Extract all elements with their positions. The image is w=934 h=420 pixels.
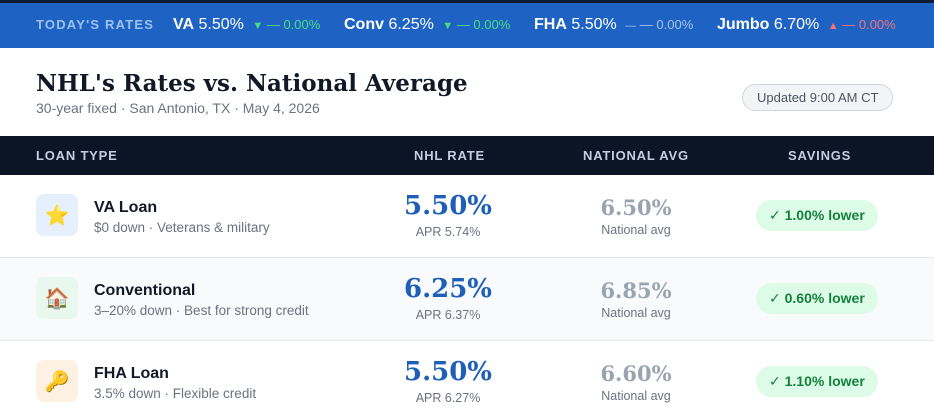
table-row[interactable]: 🔑 FHA Loan 3.5% down · Flexible credit 5… [0, 341, 934, 420]
ticker-item-jumbo[interactable]: Jumbo 6.70% ▲ — 0.00% [717, 16, 896, 34]
table-row[interactable]: 🏠 Conventional 3–20% down · Best for str… [0, 258, 934, 341]
ticker-label: TODAY'S RATES [36, 17, 155, 32]
flat-dash-icon: — [625, 20, 637, 32]
ticker-name: VA [173, 16, 195, 33]
ticker-rate: 5.50% [571, 16, 617, 33]
column-header-national-avg: NATIONAL AVG [583, 148, 689, 163]
column-header-nhl-rate: NHL RATE [414, 148, 485, 163]
loan-name: VA Loan [94, 199, 158, 216]
down-arrow-icon: ▼ [252, 20, 264, 32]
savings-badge: ✓ 1.10% lower [756, 366, 878, 397]
up-arrow-icon: ▲ [827, 20, 839, 32]
savings-badge: ✓ 1.00% lower [756, 200, 878, 231]
ticker-change: — 0.00% [842, 17, 896, 32]
ticker-name: FHA [534, 16, 567, 33]
ticker-item-fha[interactable]: FHA 5.50% — — 0.00% [534, 16, 693, 34]
key-icon: 🔑 [36, 360, 78, 402]
nhl-rate: 6.25% [403, 274, 493, 304]
table-header: LOAN TYPE NHL RATE NATIONAL AVG SAVINGS [0, 136, 934, 175]
page-subtitle: 30-year fixed · San Antonio, TX · May 4,… [36, 100, 320, 116]
savings-badge: ✓ 0.60% lower [756, 283, 878, 314]
rates-ticker: TODAY'S RATES VA 5.50% ▼ — 0.00% Conv 6.… [0, 0, 934, 48]
ticker-change: — 0.00% [639, 17, 694, 32]
page-title: NHL's Rates vs. National Average [36, 70, 468, 97]
ticker-rate: 6.25% [388, 16, 434, 33]
loan-description: 3–20% down · Best for strong credit [94, 303, 309, 318]
ticker-item-va[interactable]: VA 5.50% ▼ — 0.00% [173, 16, 320, 34]
loan-name: FHA Loan [94, 365, 169, 382]
ticker-rate: 6.70% [773, 16, 820, 33]
down-arrow-icon: ▼ [442, 20, 454, 32]
ticker-item-conv[interactable]: Conv 6.25% ▼ — 0.00% [344, 16, 510, 34]
national-rate: 6.50% [600, 195, 672, 220]
updated-badge: Updated 9:00 AM CT [742, 84, 894, 111]
national-label: National avg [601, 306, 671, 320]
column-header-loan-type: LOAN TYPE [36, 148, 118, 163]
table-row[interactable]: ⭐ VA Loan $0 down · Veterans & military … [0, 175, 934, 258]
loan-description: 3.5% down · Flexible credit [94, 386, 257, 401]
national-rate: 6.60% [600, 361, 672, 386]
national-rate: 6.85% [600, 278, 672, 303]
ticker-name: Jumbo [717, 16, 770, 33]
ticker-rate: 5.50% [198, 16, 244, 33]
apr-value: APR 6.37% [415, 308, 481, 322]
national-label: National avg [601, 389, 671, 403]
apr-value: APR 5.74% [415, 225, 481, 239]
star-icon: ⭐ [36, 194, 78, 236]
national-label: National avg [601, 223, 671, 237]
loan-name: Conventional [94, 282, 196, 299]
nhl-rate: 5.50% [403, 357, 493, 387]
apr-value: APR 6.27% [415, 391, 481, 405]
column-header-savings: SAVINGS [788, 148, 852, 163]
house-icon: 🏠 [36, 277, 78, 319]
loan-description: $0 down · Veterans & military [94, 220, 270, 235]
ticker-change: — 0.00% [456, 17, 511, 32]
ticker-name: Conv [344, 16, 384, 33]
ticker-change: — 0.00% [266, 17, 321, 32]
nhl-rate: 5.50% [403, 191, 493, 221]
